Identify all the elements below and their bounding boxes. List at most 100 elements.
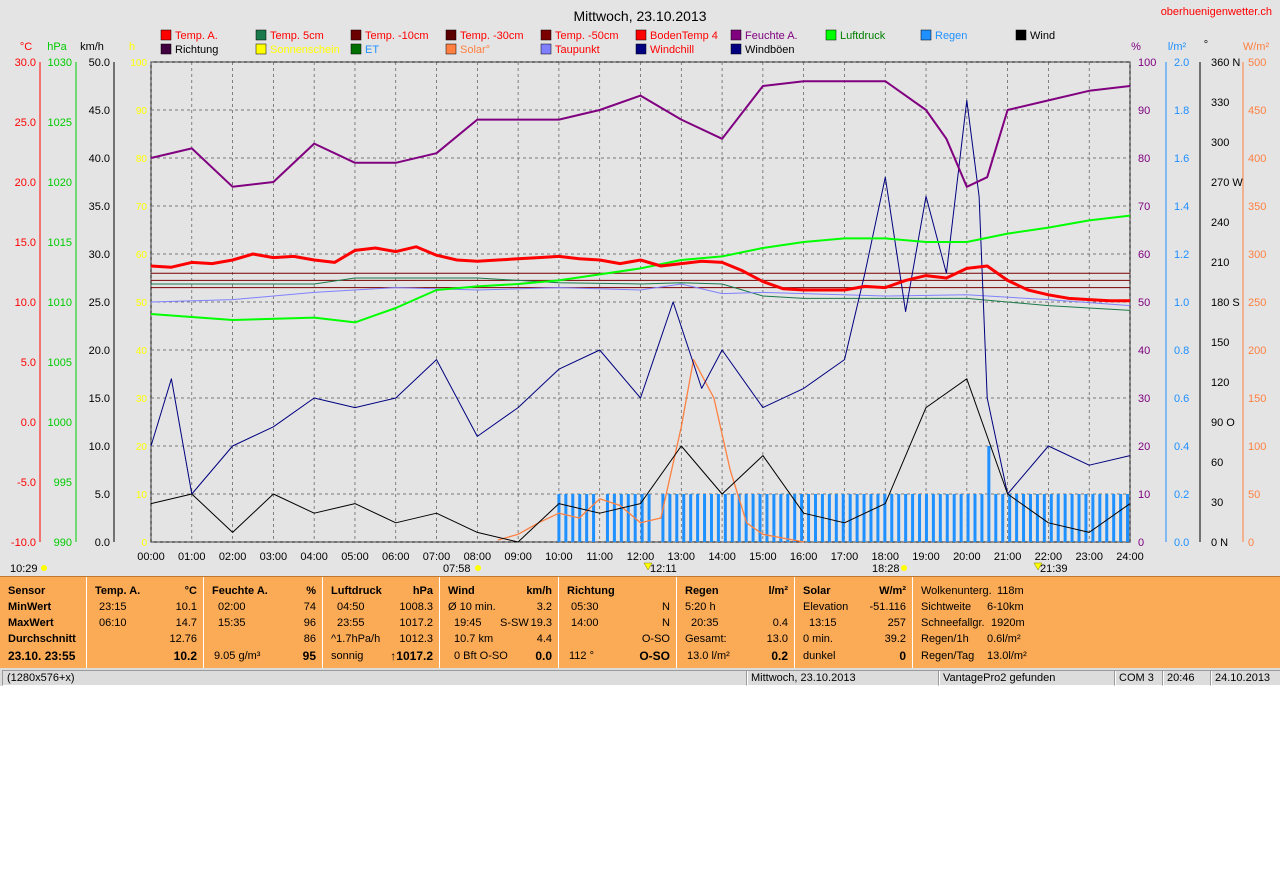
rain-bar bbox=[786, 494, 789, 542]
wind-tick: 25.0 bbox=[89, 297, 110, 309]
temp-tick: 15.0 bbox=[15, 237, 36, 249]
temp-tick: 10.0 bbox=[15, 297, 36, 309]
durchschnitt-label: Durchschnitt bbox=[8, 631, 76, 647]
x-tick: 12:00 bbox=[627, 551, 655, 563]
rain-bar bbox=[731, 494, 734, 542]
rain-total-value: 13.0 bbox=[767, 631, 788, 647]
status-resolution: (1280x576+x) bbox=[2, 670, 748, 686]
legend-swatch bbox=[446, 44, 456, 54]
direction-axis-unit: ° bbox=[1204, 39, 1208, 51]
direction-tick: 90 O bbox=[1211, 417, 1235, 429]
legend-swatch bbox=[351, 30, 361, 40]
legend-swatch bbox=[921, 30, 931, 40]
wind-tick: 20.0 bbox=[89, 345, 110, 357]
wind-tick: 30.0 bbox=[89, 249, 110, 261]
legend-label: Regen bbox=[935, 30, 967, 42]
legend-swatch bbox=[541, 44, 551, 54]
x-tick: 05:00 bbox=[341, 551, 369, 563]
direction-tick: 180 S bbox=[1211, 297, 1240, 309]
direction-tick: 240 bbox=[1211, 217, 1229, 229]
x-tick: 22:00 bbox=[1035, 551, 1063, 563]
elevation-label: Elevation bbox=[803, 599, 848, 615]
solar-tick: 300 bbox=[1248, 249, 1266, 261]
direction-tick: 30 bbox=[1211, 497, 1223, 509]
pressure-current-value: 1017.2 bbox=[396, 649, 433, 663]
solar-tick: 50 bbox=[1248, 489, 1260, 501]
abs-humidity: 9.05 g/m³ bbox=[214, 648, 260, 664]
x-tick: 08:00 bbox=[464, 551, 492, 563]
sunset-icon bbox=[901, 565, 907, 571]
sensor-head: Sensor bbox=[8, 583, 45, 599]
direction-min-value: N bbox=[662, 599, 670, 615]
wind-bft: 0 Bft O-SO bbox=[454, 648, 508, 664]
rain-bar bbox=[620, 494, 623, 542]
solar-tick: 250 bbox=[1248, 297, 1266, 309]
cloud-base-label: Wolkenunterg. bbox=[921, 583, 992, 599]
temp-tick: 25.0 bbox=[15, 117, 36, 129]
rain-bar bbox=[814, 494, 817, 542]
rain-bar bbox=[710, 494, 713, 542]
x-tick: 01:00 bbox=[178, 551, 206, 563]
pressure-max-value: 1017.2 bbox=[399, 615, 433, 631]
rain-bar bbox=[953, 494, 956, 542]
legend-label: Temp. 5cm bbox=[270, 30, 324, 42]
x-tick: 19:00 bbox=[912, 551, 940, 563]
solar-column: Solar W/m² Elevation -51.116 13:15 257 0 mi… bbox=[795, 577, 913, 668]
status-port: COM 3 bbox=[1114, 670, 1164, 686]
sun-tick: 50 bbox=[136, 298, 148, 309]
rain-tick: 2.0 bbox=[1174, 57, 1189, 69]
direction-degrees: 112 ° bbox=[569, 648, 594, 664]
rain-bar bbox=[869, 494, 872, 542]
x-tick: 23:00 bbox=[1075, 551, 1103, 563]
forecast-text: sonnig bbox=[331, 648, 363, 664]
legend-label: Solar° bbox=[460, 44, 490, 56]
direction-head: Richtung bbox=[567, 583, 615, 599]
x-tick: 04:00 bbox=[300, 551, 328, 563]
rain-bar bbox=[592, 494, 595, 542]
direction-max-value: N bbox=[662, 615, 670, 631]
humidity-tick: 70 bbox=[1138, 201, 1150, 213]
rain-tick: 1.4 bbox=[1174, 201, 1189, 213]
pressure-tick: 1020 bbox=[48, 177, 72, 189]
legend-label: Temp. -10cm bbox=[365, 30, 429, 42]
humidity-max-time: 15:35 bbox=[218, 615, 246, 631]
legend-swatch bbox=[826, 30, 836, 40]
rain-bar bbox=[849, 494, 852, 542]
solar-state: dunkel bbox=[803, 648, 835, 664]
humidity-tick: 20 bbox=[1138, 441, 1150, 453]
weather-app: Mittwoch, 23.10.2013 oberhuenigenwetter.c… bbox=[0, 0, 1280, 686]
x-tick: 18:00 bbox=[871, 551, 899, 563]
direction-tick: 270 W bbox=[1211, 177, 1243, 189]
solar-axis-unit: W/m² bbox=[1243, 41, 1270, 53]
rain-bar bbox=[1057, 494, 1060, 542]
x-tick: 15:00 bbox=[749, 551, 777, 563]
x-tick: 24:00 bbox=[1116, 551, 1144, 563]
rain-bar bbox=[911, 494, 914, 542]
status-today: 24.10.2013 bbox=[1210, 670, 1280, 686]
rain-bar bbox=[960, 494, 963, 542]
rain-bar bbox=[717, 494, 720, 542]
rain-duration: 5:20 h bbox=[685, 599, 716, 615]
rain-bar bbox=[876, 494, 879, 542]
rain-bar bbox=[668, 494, 671, 542]
weather-chart: Mittwoch, 23.10.2013 oberhuenigenwetter.c… bbox=[0, 0, 1280, 576]
pressure-tick: 1010 bbox=[48, 297, 72, 309]
rain-bar bbox=[939, 494, 942, 542]
marker-left: 10:29 bbox=[10, 563, 38, 575]
rain-bar bbox=[613, 494, 616, 542]
rain-bar bbox=[585, 494, 588, 542]
rain-bar bbox=[904, 494, 907, 542]
rain-bar bbox=[897, 494, 900, 542]
humidity-avg-value: 86 bbox=[304, 631, 316, 647]
wind-tick: 45.0 bbox=[89, 105, 110, 117]
rain-bar bbox=[759, 494, 762, 542]
legend-label: Taupunkt bbox=[555, 44, 600, 56]
legend-label: Sonnenschein bbox=[270, 44, 340, 56]
temp-tick: 5.0 bbox=[21, 357, 36, 369]
temp-axis-unit: °C bbox=[20, 41, 32, 53]
legend-label: Temp. -30cm bbox=[460, 30, 524, 42]
wind-column: Wind km/h Ø 10 min. 3.2 19:45 S-SW 19.3 10.7… bbox=[440, 577, 559, 668]
rain-bar bbox=[1001, 494, 1004, 542]
humidity-min-value: 74 bbox=[304, 599, 316, 615]
sun-tick: 10 bbox=[136, 490, 148, 501]
